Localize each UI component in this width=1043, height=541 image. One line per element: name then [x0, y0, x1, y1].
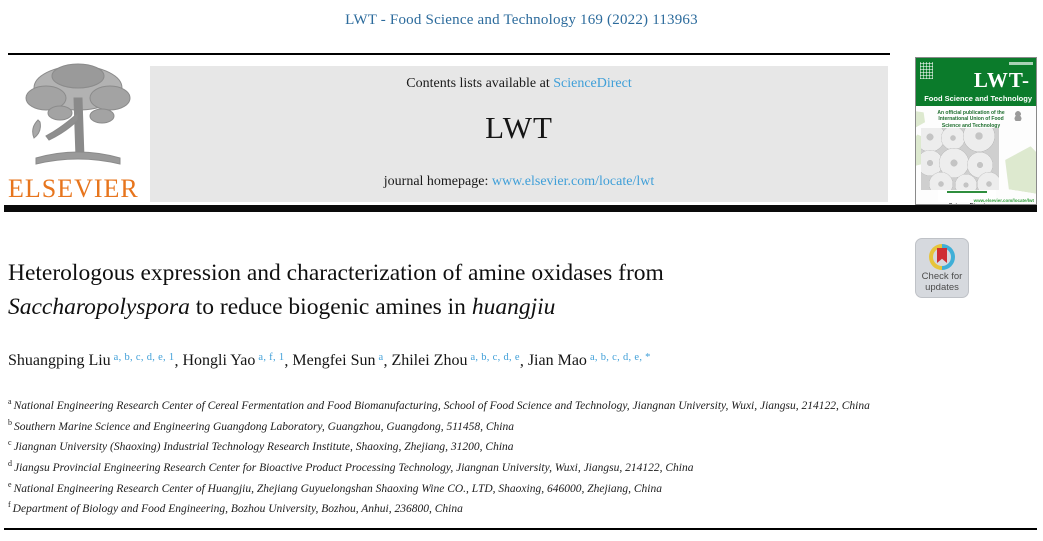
author-list: Shuangping Liu a, b, c, d, e, 1, Hongli Y… — [8, 352, 651, 370]
section-bottom-rule — [4, 528, 1037, 530]
article-title-line1: Heterologous expression and characteriza… — [8, 260, 664, 286]
article-title: Heterologous expression and characteriza… — [8, 256, 908, 324]
author: Zhilei Zhou a, b, c, d, e — [391, 352, 520, 370]
author-superscripts[interactable]: a — [378, 352, 384, 363]
bookmark-icon — [937, 248, 947, 263]
cover-title: LWT- — [973, 68, 1030, 92]
title-huangjiu-italic: huangjiu — [471, 294, 556, 320]
article-title-line2: Saccharopolyspora to reduce biogenic ami… — [8, 290, 908, 324]
cover-publication-note: An official publication of the Internati… — [937, 110, 1005, 129]
title-mid: to reduce biogenic amines in — [189, 294, 472, 320]
iufost-emblem-icon — [1014, 111, 1022, 121]
iufost-grid-icon — [920, 62, 933, 79]
title-genus-italic: Saccharopolyspora — [8, 294, 190, 320]
cover-sciencedirect-block: ScienceDirect — [938, 190, 996, 204]
author-superscripts[interactable]: a, b, c, d, e — [470, 352, 520, 363]
cover-photo — [921, 128, 999, 190]
check-for-updates-badge[interactable]: Check for updates — [915, 238, 969, 298]
affiliation-row: e National Engineering Research Center of… — [8, 479, 662, 495]
cover-body: An official publication of the Internati… — [916, 106, 1036, 204]
cover-masthead: LWT- Food Science and Technology — [916, 58, 1036, 106]
cover-deco-pentagon-right — [1001, 143, 1036, 196]
author-superscripts[interactable]: a, b, c, d, e, * — [589, 352, 651, 363]
elsevier-wordmark: ELSEVIER — [8, 174, 139, 203]
elsevier-logo: ELSEVIER — [8, 58, 148, 204]
header-top-rule — [8, 53, 890, 55]
author: Shuangping Liu a, b, c, d, e, 1 — [8, 352, 175, 370]
cover-deco-diamond — [916, 107, 929, 130]
journal-banner: Contents lists available at ScienceDirec… — [150, 66, 888, 202]
author-superscripts[interactable]: a, f, 1 — [258, 352, 285, 363]
affiliation-row: b Southern Marine Science and Engineering… — [8, 417, 515, 433]
author: Hongli Yao a, f, 1 — [182, 352, 285, 370]
crossmark-icon — [929, 244, 955, 270]
badge-line2: updates — [925, 281, 959, 293]
homepage-link[interactable]: www.elsevier.com/locate/lwt — [491, 174, 655, 189]
homepage-prefix: journal homepage: — [383, 174, 492, 189]
contents-prefix: Contents lists available at — [406, 76, 554, 91]
sciencedirect-link[interactable]: ScienceDirect — [553, 76, 632, 91]
affiliation-row: d Jiangsu Provincial Engineering Research… — [8, 458, 694, 474]
issn-microtext — [1009, 62, 1033, 65]
homepage-line: journal homepage: www.elsevier.com/locat… — [150, 174, 888, 190]
affiliation-row: f Department of Biology and Food Engineer… — [8, 500, 463, 515]
affiliation-list: a National Engineering Research Center of… — [8, 394, 892, 518]
cover-microline — [947, 191, 987, 193]
journal-title: LWT — [485, 110, 553, 145]
badge-line1: Check for — [921, 271, 963, 282]
affiliation-row: c Jiangnan University (Shaoxing) Industri… — [8, 438, 514, 454]
elsevier-tree-icon — [8, 58, 148, 174]
author-superscripts[interactable]: a, b, c, d, e, 1 — [113, 352, 175, 363]
header-divider-bar — [4, 205, 1037, 212]
cover-subtitle: Food Science and Technology — [924, 94, 1032, 103]
author: Jian Mao a, b, c, d, e, * — [527, 352, 651, 370]
affiliation-row: a National Engineering Research Center of… — [8, 397, 870, 412]
journal-cover-thumbnail[interactable]: LWT- Food Science and Technology An offi… — [915, 57, 1037, 205]
cover-sciencedirect-label: ScienceDirect — [949, 203, 985, 204]
contents-line: Contents lists available at ScienceDirec… — [150, 76, 888, 92]
journal-citation: LWT - Food Science and Technology 169 (2… — [345, 12, 698, 28]
author: Mengfei Sun a — [292, 352, 384, 370]
cover-url: www.elsevier.com/locate/lwt — [973, 198, 1034, 203]
